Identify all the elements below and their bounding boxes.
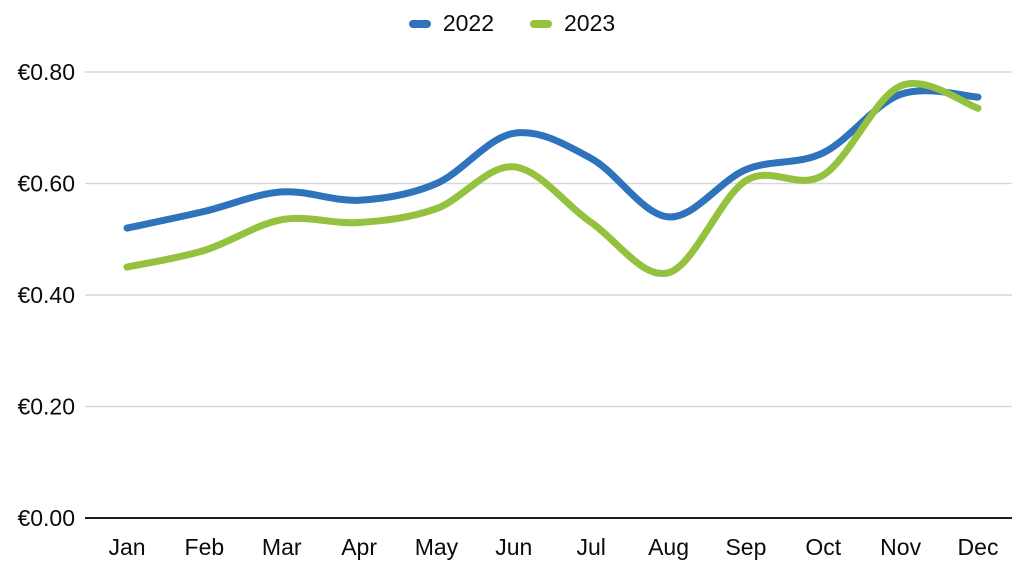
x-tick-label: Aug — [648, 534, 689, 560]
legend-item-2022: 2022 — [408, 10, 494, 36]
x-tick-label: Jul — [576, 534, 605, 560]
x-tick-label: Jan — [108, 534, 145, 560]
y-tick-label: €0.40 — [17, 282, 75, 308]
y-tick-label: €0.20 — [17, 394, 75, 420]
x-tick-label: Nov — [880, 534, 921, 560]
chart-legend: 2022 2023 — [0, 12, 1024, 35]
y-tick-label: €0.00 — [17, 505, 75, 531]
x-tick-label: May — [415, 534, 459, 560]
x-tick-label: Mar — [262, 534, 302, 560]
x-tick-label: Feb — [185, 534, 225, 560]
legend-label-2022: 2022 — [442, 10, 494, 36]
y-tick-label: €0.80 — [17, 59, 75, 85]
legend-swatch-2022-icon — [408, 19, 431, 28]
y-tick-label: €0.60 — [17, 171, 75, 197]
legend-item-2023: 2023 — [530, 12, 615, 35]
x-tick-label: Sep — [725, 534, 766, 560]
x-tick-label: Dec — [958, 534, 999, 560]
legend-swatch-2023-icon — [530, 19, 552, 28]
x-tick-label: Apr — [341, 534, 377, 560]
x-tick-label: Oct — [805, 534, 841, 560]
series-line-2022 — [123, 87, 982, 232]
x-tick-label: Jun — [495, 534, 532, 560]
legend-label-2023: 2023 — [564, 10, 616, 36]
series-line-2023 — [123, 80, 982, 277]
